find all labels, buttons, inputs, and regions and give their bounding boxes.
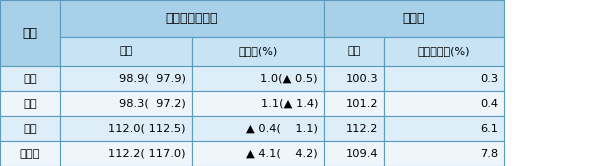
Text: 6.1: 6.1 [480,124,498,134]
Bar [0,141,60,166]
Text: 101.2: 101.2 [346,99,378,109]
Bar [192,66,324,91]
Text: 112.2: 112.2 [346,124,378,134]
Bar [384,116,504,141]
Bar [324,116,384,141]
Bar [384,66,504,91]
Bar [60,141,192,166]
Bar [324,91,384,116]
Bar [324,37,384,66]
Bar [0,66,60,91]
Text: 0.4: 0.4 [480,99,498,109]
Bar [192,37,324,66]
Bar [384,141,504,166]
Text: 季節調整済指数: 季節調整済指数 [166,12,218,25]
Bar [60,91,192,116]
Text: 出荷: 出荷 [23,99,37,109]
Bar [60,66,192,91]
Text: 7.8: 7.8 [480,149,498,159]
Bar [324,0,504,37]
Bar [192,141,324,166]
Text: 項目: 項目 [23,27,37,40]
Bar [60,0,324,37]
Bar [60,116,192,141]
Text: 112.2( 117.0): 112.2( 117.0) [109,149,186,159]
Text: 在庫率: 在庫率 [20,149,40,159]
Text: ▲ 0.4(    1.1): ▲ 0.4( 1.1) [246,124,318,134]
Bar [384,91,504,116]
Text: 生産: 生産 [23,74,37,84]
Bar [324,66,384,91]
Text: 在庫: 在庫 [23,124,37,134]
Text: 前月比(%): 前月比(%) [238,46,278,56]
Text: 98.3(  97.2): 98.3( 97.2) [119,99,186,109]
Text: 1.1(▲ 1.4): 1.1(▲ 1.4) [260,99,318,109]
Text: 0.3: 0.3 [480,74,498,84]
Text: 指数: 指数 [347,46,361,56]
Text: 前年同月比(%): 前年同月比(%) [418,46,470,56]
Bar [60,37,192,66]
Text: 100.3: 100.3 [346,74,378,84]
Bar [192,116,324,141]
Text: 原指数: 原指数 [403,12,425,25]
Text: 112.0( 112.5): 112.0( 112.5) [109,124,186,134]
Text: ▲ 4.1(    4.2): ▲ 4.1( 4.2) [247,149,318,159]
Text: 98.9(  97.9): 98.9( 97.9) [119,74,186,84]
Text: 1.0(▲ 0.5): 1.0(▲ 0.5) [260,74,318,84]
Bar [192,91,324,116]
Bar [0,116,60,141]
Bar [324,141,384,166]
Text: 指数: 指数 [119,46,133,56]
Bar [0,0,60,66]
Bar [0,91,60,116]
Bar [384,37,504,66]
Text: 109.4: 109.4 [346,149,378,159]
